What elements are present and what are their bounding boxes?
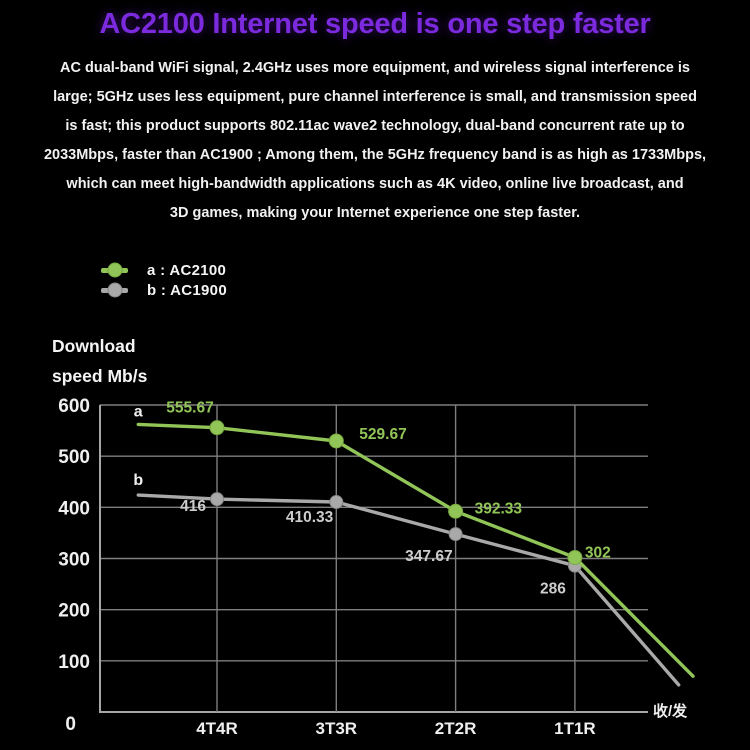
y-tick-label: 0 — [65, 714, 76, 735]
page-title: AC2100 Internet speed is one step faster — [99, 8, 651, 40]
legend-dot-icon — [107, 262, 122, 278]
legend-label: a : AC2100 — [147, 261, 227, 279]
data-point-b — [329, 495, 344, 510]
description-line: AC dual-band WiFi signal, 2.4GHz uses mo… — [60, 60, 690, 76]
series-line-a — [136, 422, 695, 678]
legend-item-ac2100: a : AC2100 — [101, 260, 227, 280]
data-point-label: 302 — [585, 544, 611, 561]
data-point-a — [328, 433, 344, 449]
series-letter-label: b — [133, 472, 143, 489]
legend-item-ac1900: b : AC1900 — [101, 280, 227, 300]
description-line: large; 5GHz uses less equipment, pure ch… — [53, 89, 697, 105]
legend-line-icon — [101, 262, 128, 278]
description-line: 2033Mbps, faster than AC1900 ; Among the… — [43, 147, 707, 163]
legend-line-icon — [101, 282, 128, 298]
data-point-a — [209, 420, 225, 436]
data-point-label: 392.33 — [475, 500, 523, 517]
data-point-a — [448, 503, 464, 519]
y-tick-label: 500 — [58, 447, 90, 468]
chart-legend: a : AC2100 b : AC1900 — [101, 260, 227, 300]
legend-dot-icon — [107, 282, 122, 298]
description-line: which can meet high-bandwidth applicatio… — [66, 176, 684, 192]
y-tick-label: 400 — [58, 498, 90, 519]
data-point-label: 416 — [180, 498, 206, 515]
description-line: 3D games, making your Internet experienc… — [169, 205, 581, 221]
y-axis-title: Download speed Mb/s — [52, 336, 148, 386]
product-description: AC dual-band WiFi signal, 2.4GHz uses mo… — [44, 54, 706, 228]
description-line: is fast; this product supports 802.11ac … — [65, 118, 685, 134]
data-point-label: 410.33 — [286, 509, 334, 526]
data-point-b — [210, 492, 224, 507]
y-tick-label: 200 — [58, 601, 90, 622]
x-axis-unit-label: 收/发 — [653, 702, 688, 720]
x-tick-label: 1T1R — [554, 719, 596, 738]
series-letter-label: a — [134, 403, 143, 420]
data-point-a — [567, 549, 583, 565]
data-point-b — [448, 527, 463, 542]
data-point-label: 529.67 — [359, 426, 406, 443]
y-tick-label: 300 — [58, 550, 90, 571]
data-point-label: 555.67 — [166, 400, 213, 417]
y-tick-label: 600 — [58, 396, 90, 417]
y-tick-label: 100 — [58, 652, 90, 673]
legend-label: b : AC1900 — [147, 281, 227, 299]
x-tick-label: 4T4R — [196, 719, 238, 738]
x-tick-label: 2T2R — [435, 719, 477, 738]
series-line-b — [136, 493, 681, 687]
data-point-label: 347.67 — [405, 548, 452, 565]
data-point-label: 286 — [540, 581, 566, 598]
x-tick-label: 3T3R — [316, 719, 358, 738]
